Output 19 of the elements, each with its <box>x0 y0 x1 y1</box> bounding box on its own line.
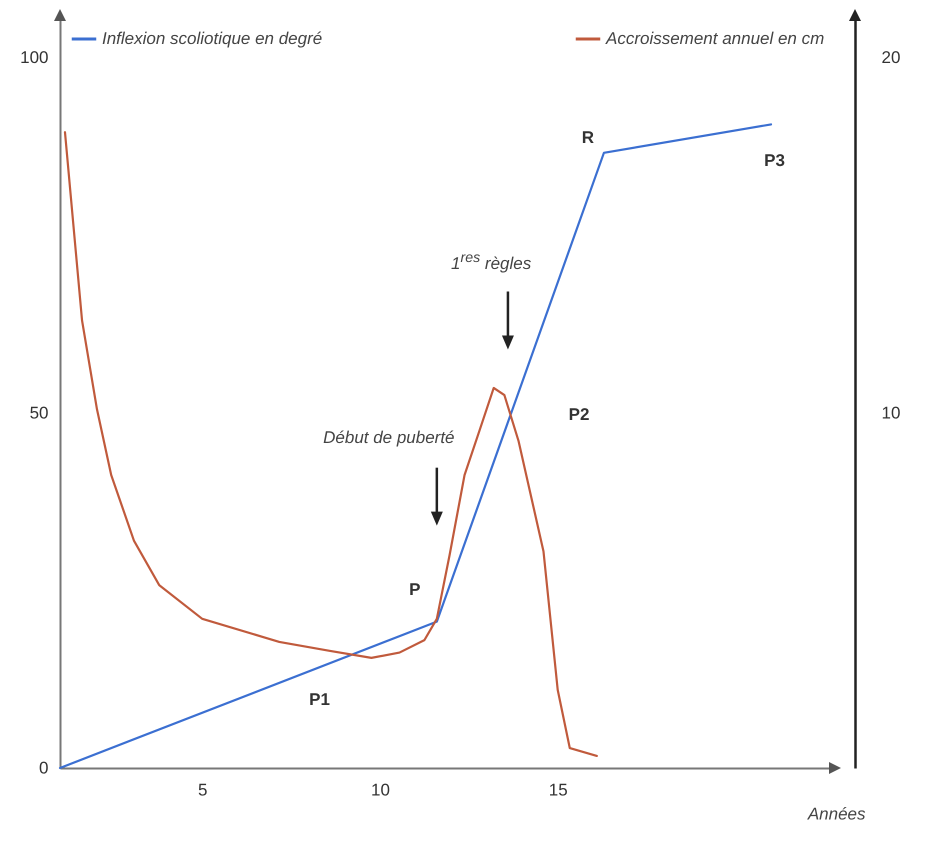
annotation: Début de puberté <box>323 428 455 448</box>
y2-tick-label: 10 <box>882 403 900 422</box>
x-axis-title: Années <box>806 804 866 824</box>
y-tick-label: 50 <box>30 403 48 422</box>
legend-label: Inflexion scoliotique en degré <box>102 29 322 48</box>
annotation: P3 <box>764 151 785 172</box>
annotation: 1$^{res}$ règles <box>451 250 532 274</box>
y2-tick-label: 20 <box>882 48 900 68</box>
annotation: P <box>409 580 420 600</box>
x-tick-label: 15 <box>548 780 568 800</box>
line-series <box>64 131 598 758</box>
annotation: R <box>582 128 594 148</box>
x-tick-label: 5 <box>198 780 208 800</box>
annotation: P1 <box>309 690 330 710</box>
y-tick-label: 0 <box>39 758 48 778</box>
annotation: P2 <box>568 404 590 425</box>
legend-label: Accroissement annuel en cm <box>605 29 824 48</box>
x-tick-label: 10 <box>370 780 390 800</box>
y-tick-label: 100 <box>20 48 48 68</box>
